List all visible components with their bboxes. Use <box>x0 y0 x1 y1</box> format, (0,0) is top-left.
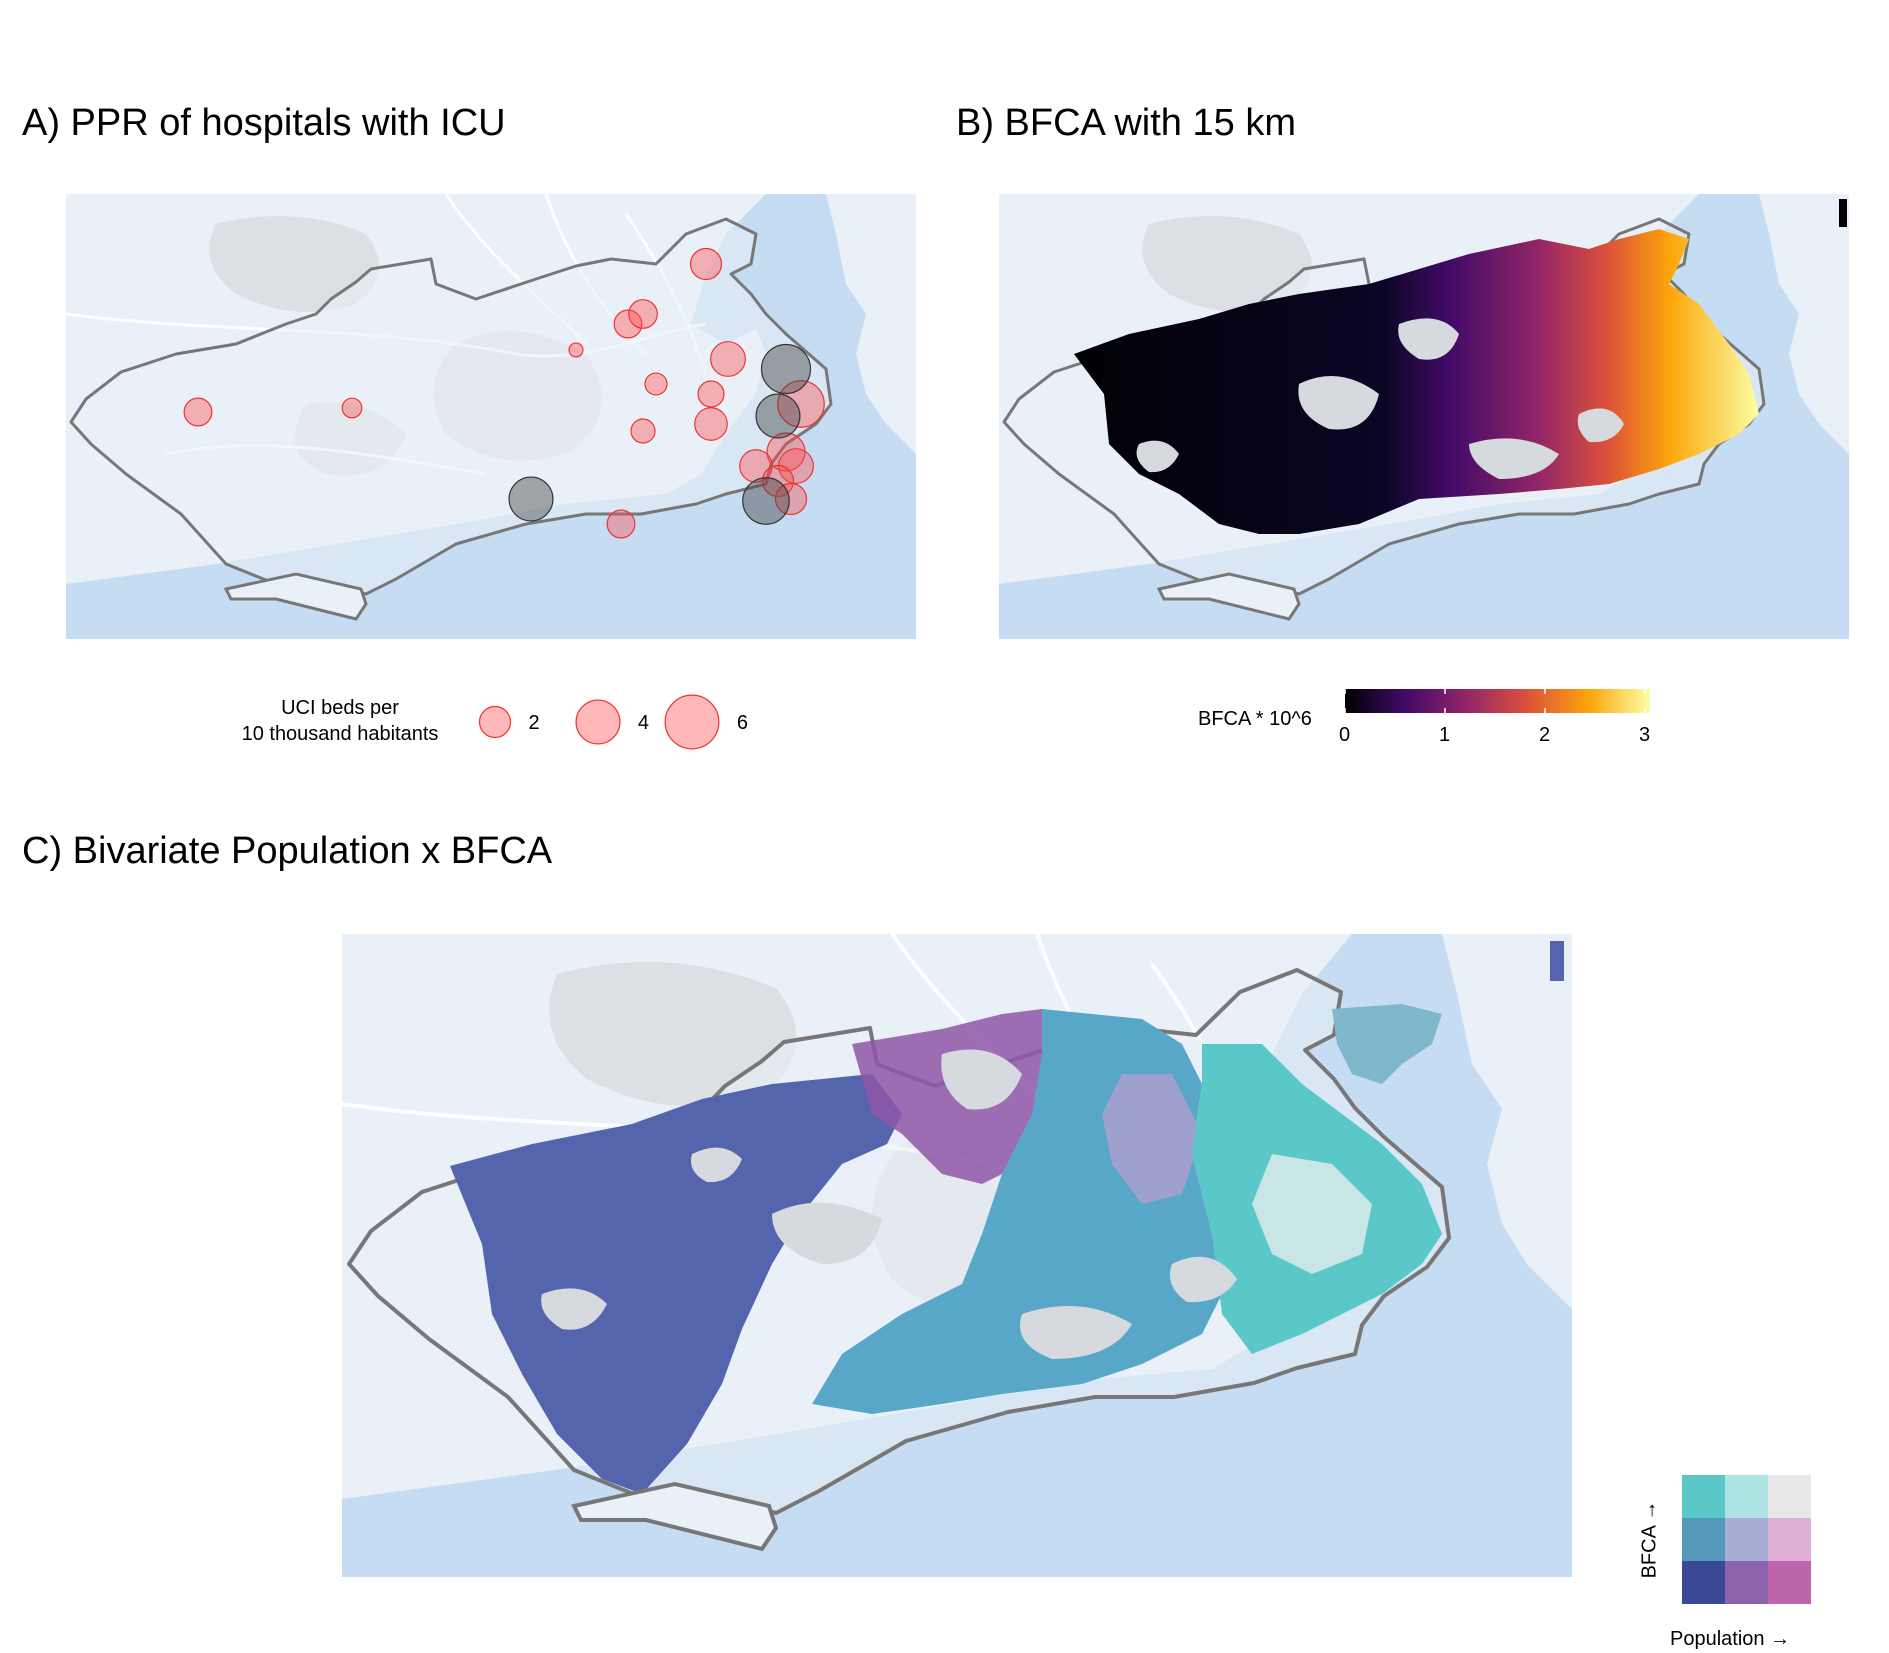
legend-b-svg <box>1344 689 1650 713</box>
hospital-bubble <box>183 397 213 427</box>
colorbar-ticks <box>1344 689 1646 713</box>
bivariate-legend-cell <box>1682 1561 1725 1604</box>
hospital-bubble-grey <box>760 343 812 395</box>
bivariate-legend-svg <box>1682 1475 1811 1604</box>
bivariate-legend-cell <box>1682 1518 1725 1561</box>
bivariate-gaps <box>541 1049 1237 1359</box>
colorbar-tick-label: 2 <box>1539 724 1551 746</box>
bfca-gaps <box>1136 318 1624 479</box>
map-panel-a <box>66 194 916 639</box>
bivariate-low-bfca-highpop <box>852 1009 1047 1184</box>
east-shore-land <box>1442 934 1572 1309</box>
bivariate-legend-cell <box>1768 1561 1811 1604</box>
colorbar-tick-label: 0 <box>1339 724 1351 746</box>
east-shore-land <box>826 194 916 454</box>
map-panel-b <box>999 194 1849 639</box>
panel-a-title: A) PPR of hospitals with ICU <box>22 102 506 144</box>
legend-a-bubble <box>478 705 512 739</box>
bivariate-y-label: BFCA → <box>1638 1500 1661 1579</box>
legend-b-ticklabels: 0 1 2 3 <box>1339 722 1651 748</box>
colorbar-tick-label: 3 <box>1639 724 1651 746</box>
map-c-svg <box>342 934 1572 1577</box>
legend-a-title-line2: 10 thousand habitants <box>241 723 439 745</box>
hospital-bubble <box>613 309 643 339</box>
hospital-bubble <box>777 380 825 428</box>
bivariate-legend-cell <box>1682 1475 1725 1518</box>
bfca-surface <box>1074 229 1759 534</box>
relief-hills <box>1142 216 1312 312</box>
hospital-bubble-grey <box>755 393 801 439</box>
legend-a-label: 4 <box>638 712 649 734</box>
map-b-svg <box>999 194 1849 639</box>
bivariate-legend-cell <box>1725 1561 1768 1604</box>
bivariate-low-bfca <box>450 1074 902 1494</box>
legend-a-label: 2 <box>529 712 540 734</box>
legend-a-key: 2 4 6 <box>470 690 770 760</box>
legend-b-colorbar <box>1344 689 1650 739</box>
peninsula-sandbar <box>1156 572 1301 621</box>
hospital-bubble-grey <box>508 476 554 522</box>
hospital-bubble <box>710 341 746 377</box>
legend-b-title: BFCA * 10^6 <box>1198 708 1312 730</box>
colorbar-tick-label: 1 <box>1439 724 1451 746</box>
colorbar-gradient <box>1345 689 1650 713</box>
hospital-bubble <box>697 380 725 408</box>
island-cell <box>1839 199 1847 227</box>
hospital-bubbles <box>183 247 825 539</box>
hospital-bubble <box>689 247 723 281</box>
hospital-bubble <box>628 299 658 329</box>
legend-a-title-line1: UCI beds per <box>281 697 399 719</box>
panel-b-title: B) BFCA with 15 km <box>956 102 1296 144</box>
bivariate-legend-cell <box>1768 1475 1811 1518</box>
bivariate-legend-cell <box>1725 1518 1768 1561</box>
legend-a-bubble <box>664 694 720 750</box>
east-shore-land <box>1759 194 1849 454</box>
legend-a-svg: 2 4 6 <box>478 694 748 750</box>
bivariate-x-label: Population → <box>1670 1628 1791 1650</box>
map-a-svg <box>66 194 916 639</box>
hospital-bubble <box>341 397 363 419</box>
hospital-bubble <box>630 418 656 444</box>
bivariate-legend-cell <box>1768 1518 1811 1561</box>
map-panel-c <box>342 934 1572 1577</box>
bivariate-mid-bfca-highpop <box>1102 1074 1202 1204</box>
hospital-bubble <box>568 342 584 358</box>
peninsula-sandbar <box>571 1481 779 1552</box>
legend-a-label: 6 <box>737 712 748 734</box>
hospital-bubble <box>606 509 636 539</box>
hospital-bubble <box>774 482 808 516</box>
hospital-bubble-grey <box>742 477 790 525</box>
bivariate-legend <box>1682 1475 1812 1605</box>
bivariate-high-bfca-highpop <box>1252 1154 1372 1274</box>
hospital-bubble <box>644 372 668 396</box>
peninsula-sandbar <box>223 572 368 621</box>
hospital-bubble <box>694 407 728 441</box>
panel-c-title: C) Bivariate Population x BFCA <box>22 830 553 872</box>
legend-a-bubble <box>575 699 621 745</box>
island-cell <box>1550 941 1564 981</box>
bivariate-north-island <box>1332 1004 1442 1084</box>
legend-a-title: UCI beds per 10 thousand habitants <box>220 695 460 747</box>
bivariate-legend-cell <box>1725 1475 1768 1518</box>
